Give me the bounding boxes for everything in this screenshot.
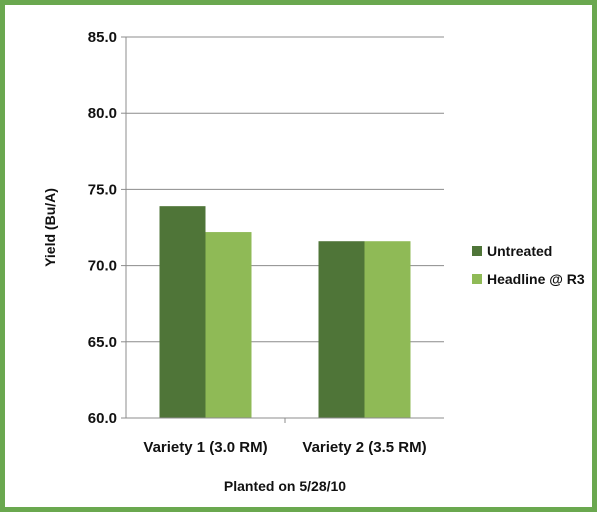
legend-label: Headline @ R3 [487,271,585,287]
y-tick-labels: 60.0 65.0 70.0 75.0 80.0 85.0 [88,29,117,427]
x-tick-label: Variety 1 (3.0 RM) [143,439,267,456]
y-tick-label: 85.0 [88,29,117,46]
x-axis-title: Planted on 5/28/10 [224,478,346,494]
bar-untreated-1 [159,206,206,418]
legend-label: Untreated [487,243,552,259]
legend-swatch [472,274,482,284]
bar-untreated-2 [318,241,365,418]
legend-swatch [472,246,482,256]
y-tick-label: 80.0 [88,105,117,122]
bar-chart: 60.0 65.0 70.0 75.0 80.0 85.0 Variety 1 (3.0 … [42,29,585,494]
y-axis-title: Yield (Bu/A) [42,188,58,267]
x-tick-labels: Variety 1 (3.0 RM) Variety 2 (3.5 RM) [143,439,426,456]
legend: Untreated Headline @ R3 [472,243,585,287]
bars [159,206,411,418]
x-tick-label: Variety 2 (3.5 RM) [302,439,426,456]
bar-headline-2 [364,241,411,418]
bar-headline-1 [205,232,252,418]
y-tick-label: 70.0 [88,258,117,275]
y-tick-label: 75.0 [88,181,117,198]
axes [125,37,444,423]
y-tick-label: 60.0 [88,410,117,427]
y-tick-label: 65.0 [88,334,117,351]
